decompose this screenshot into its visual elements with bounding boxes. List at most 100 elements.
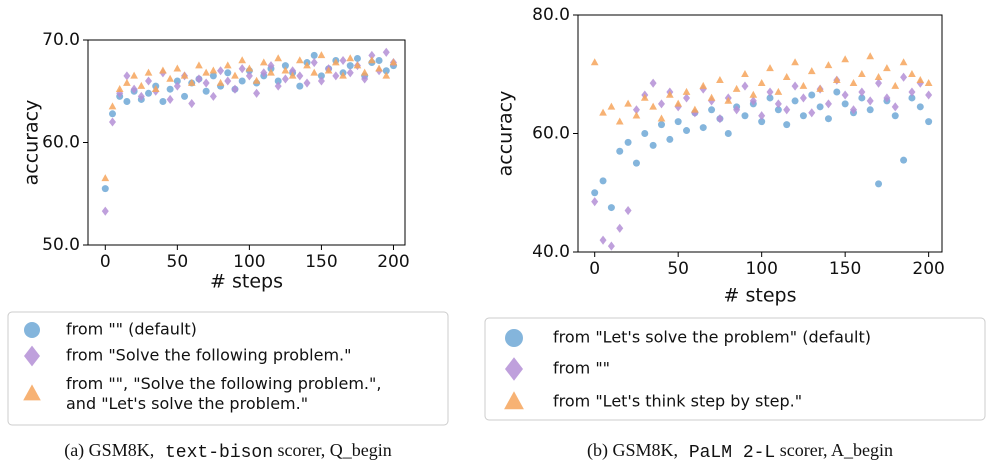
axes-frame	[87, 39, 406, 246]
point	[782, 73, 791, 81]
y-tick-label: 50.0	[42, 235, 80, 255]
point	[346, 62, 354, 70]
point	[699, 124, 707, 132]
legend-label: from "Let's think step by step."	[553, 392, 802, 411]
point	[883, 93, 891, 103]
point	[640, 93, 649, 101]
point	[209, 72, 217, 80]
point	[296, 82, 304, 90]
point	[657, 121, 665, 129]
legend-box	[7, 311, 449, 426]
point	[841, 55, 850, 63]
point	[791, 81, 799, 91]
point	[791, 58, 799, 66]
point	[274, 54, 283, 62]
point	[317, 76, 325, 86]
point	[267, 68, 275, 76]
x-tick-label: 50	[667, 259, 689, 279]
point	[916, 75, 925, 83]
point	[724, 96, 733, 104]
point	[368, 50, 376, 60]
point	[188, 99, 196, 109]
legend-marker	[505, 329, 523, 347]
caption-suffix: scorer, Q_begin	[273, 440, 392, 460]
point	[591, 189, 599, 197]
legend-marker	[24, 345, 40, 367]
point	[624, 138, 632, 146]
point	[209, 66, 218, 74]
point	[791, 97, 799, 105]
point	[657, 114, 666, 122]
point	[841, 90, 849, 100]
point	[716, 75, 724, 83]
point	[187, 78, 196, 86]
point	[310, 58, 318, 68]
point	[925, 118, 933, 126]
axes-frame	[577, 14, 943, 253]
point	[749, 96, 757, 106]
point	[353, 61, 362, 69]
point	[123, 71, 131, 81]
point	[858, 70, 866, 78]
point	[824, 115, 832, 123]
point	[130, 71, 138, 79]
point	[632, 159, 640, 167]
point	[900, 72, 908, 82]
point	[875, 180, 883, 188]
point	[591, 197, 599, 207]
point	[267, 61, 275, 71]
y-tick-label: 60.0	[532, 124, 570, 144]
point	[101, 185, 109, 193]
point	[289, 66, 297, 76]
point	[732, 84, 741, 92]
x-tick-label: 0	[589, 259, 600, 279]
point	[346, 54, 355, 62]
point	[599, 177, 607, 185]
y-axis-label: accuracy	[495, 91, 517, 177]
point	[808, 91, 816, 99]
point	[375, 57, 383, 64]
point	[252, 76, 261, 84]
point	[108, 102, 117, 110]
point	[758, 111, 766, 121]
point	[368, 56, 376, 64]
x-tick-label: 100	[745, 259, 777, 279]
x-tick-label: 0	[100, 252, 111, 272]
point	[674, 99, 683, 107]
point	[916, 103, 924, 111]
point	[807, 67, 816, 75]
point	[616, 147, 624, 155]
point	[173, 64, 182, 72]
point	[202, 68, 211, 76]
point	[360, 68, 369, 76]
caption-prefix: (b) GSM8K,	[587, 440, 678, 461]
point	[774, 87, 783, 95]
x-tick-label: 200	[377, 252, 409, 272]
point	[590, 58, 599, 66]
x-tick-label: 50	[167, 252, 189, 272]
point	[891, 112, 899, 120]
point	[180, 71, 189, 79]
x-axis-label: # steps	[210, 271, 283, 293]
point	[281, 66, 290, 74]
point	[303, 61, 311, 69]
point	[824, 99, 832, 109]
point	[724, 130, 732, 137]
point	[674, 118, 682, 126]
point	[824, 61, 833, 69]
legend-box	[484, 317, 986, 421]
point	[375, 64, 383, 72]
point	[908, 94, 916, 102]
point	[875, 78, 883, 88]
caption-model: text-bison	[154, 443, 273, 463]
point	[741, 112, 749, 120]
point	[900, 156, 908, 164]
point	[691, 105, 699, 113]
point	[217, 66, 225, 76]
y-axis-label: accuracy	[21, 100, 43, 186]
point	[615, 117, 624, 125]
point	[108, 117, 116, 127]
point	[224, 69, 232, 77]
point	[891, 102, 899, 112]
y-tick-label: 80.0	[532, 5, 570, 25]
